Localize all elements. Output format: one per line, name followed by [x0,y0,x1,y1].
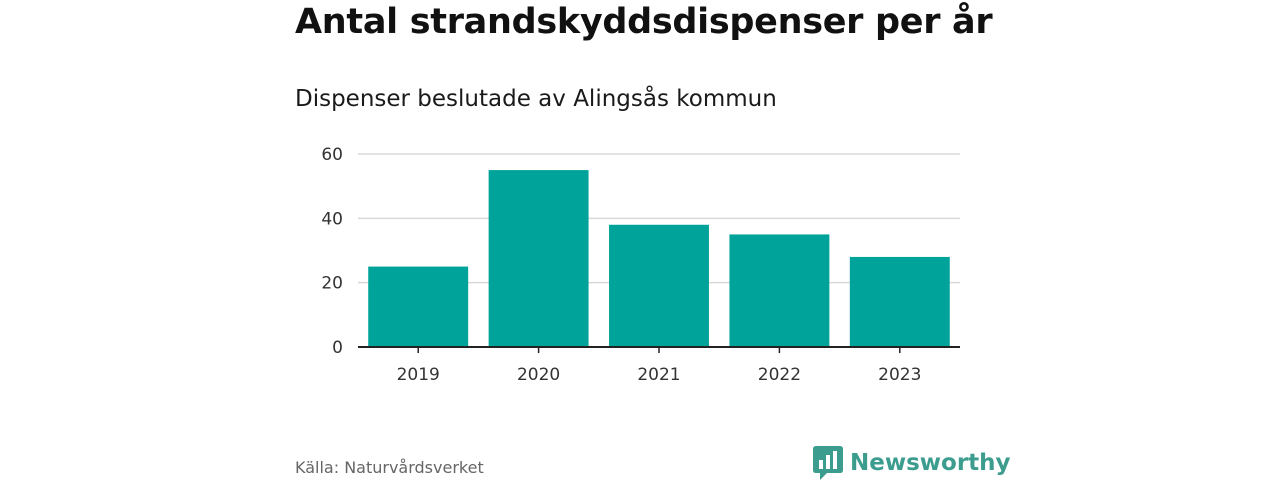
x-tick-label: 2023 [878,365,921,385]
x-tick-label: 2021 [637,365,680,385]
x-tick-label: 2019 [397,365,440,385]
bar-2022 [729,234,830,347]
brand-name: Newsworthy [850,450,1011,476]
y-tick-label: 40 [321,209,343,229]
source-note: Källa: Naturvårdsverket [295,458,484,477]
bar-chart: 0 20 40 60 2019 2020 2021 2022 2023 [321,145,960,385]
x-axis-ticks: 2019 2020 2021 2022 2023 [397,347,921,385]
chart-title: Antal strandskyddsdispenser per år [295,2,993,42]
bar-chart-speech-bubble-icon [813,446,843,480]
x-tick-label: 2022 [758,365,801,385]
bar-2023 [849,256,950,347]
chart-subtitle: Dispenser beslutade av Alingsås kommun [295,86,777,112]
bar-2021 [609,224,709,347]
y-tick-label: 20 [321,274,343,294]
y-tick-label: 0 [332,338,343,358]
newsworthy-brand: Newsworthy [813,446,1011,480]
y-tick-label: 60 [321,145,343,165]
bar-2020 [488,170,589,347]
bar-2019 [368,266,469,347]
bars [368,170,950,347]
x-tick-label: 2020 [517,365,560,385]
y-axis-tick-labels: 0 20 40 60 [321,145,343,358]
